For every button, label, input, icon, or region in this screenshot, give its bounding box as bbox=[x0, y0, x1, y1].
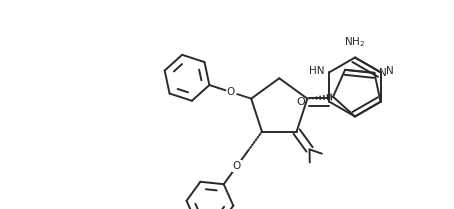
Text: O: O bbox=[297, 97, 306, 107]
Text: N: N bbox=[385, 66, 393, 76]
Text: O: O bbox=[233, 161, 241, 171]
Text: O: O bbox=[227, 87, 235, 97]
Text: HN: HN bbox=[309, 66, 325, 76]
Text: NH$_2$: NH$_2$ bbox=[345, 36, 365, 50]
Text: N: N bbox=[380, 68, 387, 78]
